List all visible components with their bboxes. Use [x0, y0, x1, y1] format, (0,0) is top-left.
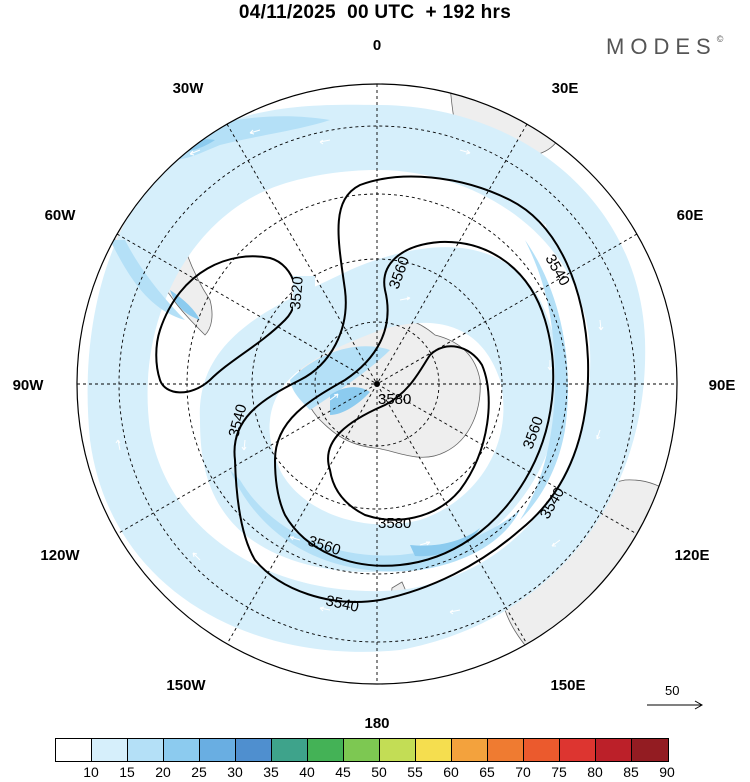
colorbar-tick-label: 75 [551, 764, 567, 780]
brand-text: MODES [606, 34, 717, 59]
label-150w: 150W [166, 677, 206, 694]
label-0: 0 [373, 37, 381, 54]
vector-3 [319, 139, 331, 145]
colorbar-tick-label: 25 [191, 764, 207, 780]
vector-9 [449, 609, 461, 615]
vector-11 [192, 552, 201, 561]
contour-label-3580-south: 3580 [378, 515, 411, 532]
label-30w: 30W [173, 80, 205, 97]
brand-logo: MODES© [606, 34, 723, 60]
jet-core-2 [410, 528, 480, 557]
vector-6 [598, 319, 604, 331]
colorbar-cell [416, 739, 452, 761]
colorbar-tick-label: 10 [83, 764, 99, 780]
label-150e: 150E [550, 677, 585, 694]
vector-14 [419, 541, 431, 546]
colorbar-tick-label: 90 [659, 764, 675, 780]
colorbar-tick-label: 80 [587, 764, 603, 780]
reference-vector-label: 50 [665, 683, 680, 698]
reference-vector-arrow [647, 700, 704, 710]
wind-vectors [115, 129, 604, 615]
vector-2 [249, 129, 261, 135]
contour-3580 [327, 345, 490, 521]
colorbar-tick-label: 30 [227, 764, 243, 780]
colorbar-tick-label: 65 [479, 764, 495, 780]
colorbar-tick-label: 35 [263, 764, 279, 780]
map-title: 04/11/2025 00 UTC + 192 hrs [238, 2, 512, 23]
colorbar-cell [344, 739, 380, 761]
colorbar-tick-label: 55 [407, 764, 423, 780]
label-90e: 90E [709, 377, 736, 394]
colorbar-tick-label: 85 [623, 764, 639, 780]
colorbar-cell [308, 739, 344, 761]
colorbar-cell [236, 739, 272, 761]
label-120e: 120E [674, 547, 709, 564]
label-60e: 60E [677, 207, 704, 224]
contour-label-3580-center: 3580 [378, 391, 411, 408]
colorbar-tick-label: 15 [119, 764, 135, 780]
contour-3560 [273, 240, 555, 567]
colorbar-cell [164, 739, 200, 761]
colorbar-tick-label: 50 [371, 764, 387, 780]
colorbar-tick-label: 45 [335, 764, 351, 780]
colorbar-cell [596, 739, 632, 761]
vector-8 [551, 539, 561, 547]
geopotential-contours [89, 84, 590, 603]
jet-streak-1 [230, 470, 520, 572]
colorbar-cell [56, 739, 92, 761]
vector-15 [241, 439, 247, 451]
colorbar-cell [200, 739, 236, 761]
vector-7 [596, 429, 601, 440]
label-180: 180 [364, 715, 389, 732]
contour-label-3520: 3520 [287, 276, 307, 311]
vector-13 [289, 536, 301, 541]
vector-10 [319, 606, 331, 612]
contour-label-3540-south: 3540 [324, 592, 360, 616]
jet-streak-2 [520, 240, 569, 520]
label-90w: 90W [13, 377, 45, 394]
vector-17 [329, 393, 339, 401]
colorbar-cell [452, 739, 488, 761]
vector-16 [547, 360, 553, 371]
vector-1 [189, 149, 201, 156]
jet-core-3 [170, 290, 200, 320]
colorbar-tick-label: 60 [443, 764, 459, 780]
map-boundary [76, 83, 678, 685]
colorbar-cell [128, 739, 164, 761]
vector-4 [459, 149, 471, 155]
label-60w: 60W [45, 207, 77, 224]
colorbar-tick-label: 70 [515, 764, 531, 780]
label-120w: 120W [40, 547, 80, 564]
meridian-labels: 0 30E 60E 90E 120E 150E 180 150W 120W 90… [13, 37, 736, 732]
contour-3520 [155, 255, 297, 394]
vector-12 [115, 439, 121, 451]
colorbar-tick-label: 20 [155, 764, 171, 780]
colorbar-cell [92, 739, 128, 761]
madagascar-area [589, 144, 623, 179]
south-pole-dot [374, 381, 380, 387]
map-disk: 3520 3540 3540 3540 3540 3560 3560 3560 … [77, 84, 677, 684]
colorbar-cell [524, 739, 560, 761]
colorbar-tick-label: 40 [299, 764, 315, 780]
colorbar-cell [272, 739, 308, 761]
colorbar-cell [380, 739, 416, 761]
jet-streak-5 [110, 240, 185, 320]
wind-band-inner [199, 247, 560, 573]
colorbar-cell [632, 739, 668, 761]
colorbar-cell [560, 739, 596, 761]
vector-18 [399, 296, 411, 301]
label-30e: 30E [552, 80, 579, 97]
colorbar-cell [488, 739, 524, 761]
colorbar [55, 738, 669, 762]
brand-mark: © [716, 33, 724, 44]
